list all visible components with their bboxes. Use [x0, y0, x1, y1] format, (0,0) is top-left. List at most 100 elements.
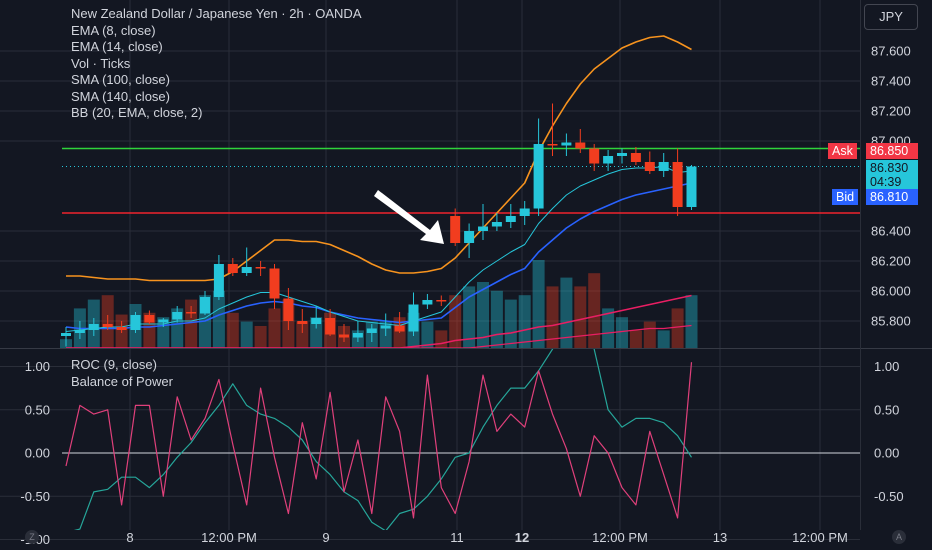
candle-body-45 — [686, 166, 697, 207]
volume-bar-29 — [463, 286, 476, 348]
volume-bar-36 — [560, 277, 573, 348]
lower-legend: ROC (9, close) Balance of Power — [71, 357, 173, 390]
candle-body-24 — [394, 325, 405, 332]
volume-bar-41 — [629, 330, 642, 348]
candle-body-15 — [269, 268, 280, 299]
volume-bar-35 — [546, 286, 559, 348]
legend-volume[interactable]: Vol · Ticks — [71, 55, 131, 71]
time-tick-label-0: 8 — [126, 530, 133, 545]
candle-body-12 — [227, 264, 238, 273]
candle-body-2 — [88, 324, 99, 330]
timezone-button[interactable]: Z — [25, 530, 39, 544]
arrow-annotation — [374, 190, 444, 244]
volume-bar-44 — [671, 308, 684, 348]
volume-bar-15 — [268, 308, 281, 348]
candle-body-25 — [408, 304, 419, 332]
candle-body-9 — [186, 312, 197, 314]
candle-body-17 — [297, 321, 308, 324]
volume-bar-34 — [532, 260, 545, 348]
lower-left-tick-0: 1.00 — [25, 359, 50, 374]
auto-scale-button[interactable]: A — [892, 530, 906, 544]
candle-body-26 — [422, 300, 433, 305]
lower-left-tick-2: 0.00 — [25, 446, 50, 461]
ask-label: Ask — [828, 143, 857, 159]
candle-body-21 — [352, 333, 363, 338]
candle-body-35 — [547, 144, 558, 146]
time-tick-label-6: 13 — [713, 530, 727, 545]
candle-body-30 — [478, 226, 488, 231]
candle-body-4 — [116, 327, 127, 330]
candle-body-32 — [505, 216, 516, 222]
candle-body-11 — [213, 264, 224, 297]
time-tick-label-3: 11 — [450, 530, 464, 545]
candle-body-31 — [491, 222, 502, 227]
volume-bar-45 — [685, 295, 698, 348]
legend-sma100[interactable]: SMA (100, close) — [71, 72, 170, 87]
candle-body-44 — [672, 162, 683, 207]
legend-bop[interactable]: Balance of Power — [71, 373, 173, 389]
ema8-line — [65, 166, 692, 332]
bop-line — [65, 362, 693, 519]
candle-body-22 — [366, 328, 377, 333]
candle-body-20 — [339, 334, 349, 338]
volume-bar-27 — [435, 330, 448, 348]
candle-body-18 — [311, 318, 322, 324]
lower-left-tick-3: -0.50 — [20, 489, 50, 504]
volume-bar-17 — [296, 321, 309, 348]
candle-body-43 — [658, 162, 669, 171]
price-tick-label-2: 87.200 — [871, 104, 911, 119]
legend-ema8[interactable]: EMA (8, close) — [71, 22, 156, 38]
volume-bar-31 — [490, 290, 503, 348]
main-legend: New Zealand Dollar / Japanese Yen · 2h ·… — [71, 6, 362, 122]
volume-bar-39 — [602, 308, 615, 348]
candle-body-7 — [158, 319, 169, 323]
legend-bb[interactable]: BB (20, EMA, close, 2) — [71, 105, 203, 120]
candle-body-1 — [74, 330, 85, 333]
bid-price-tag: 86.810 — [866, 189, 918, 205]
candle-body-23 — [380, 325, 391, 329]
candle-body-42 — [644, 162, 655, 171]
candle-body-40 — [617, 153, 627, 156]
time-tick-label-5: 12:00 PM — [592, 530, 648, 545]
legend-sma140[interactable]: SMA (140, close) — [71, 88, 170, 104]
price-tick-label-0: 87.600 — [871, 44, 911, 59]
symbol-title[interactable]: New Zealand Dollar / Japanese Yen · 2h ·… — [71, 6, 362, 21]
lower-right-tick-3: -0.50 — [874, 489, 904, 504]
currency-button[interactable]: JPY — [864, 4, 918, 30]
candle-body-27 — [436, 300, 447, 302]
sma100-line — [66, 294, 692, 348]
time-tick-label-1: 12:00 PM — [201, 530, 257, 545]
price-tick-label-7: 85.800 — [871, 314, 911, 329]
candle-body-0 — [61, 333, 71, 336]
candle-body-3 — [102, 324, 113, 327]
ask-price-tag: 86.850 — [866, 143, 918, 159]
candle-body-6 — [144, 315, 155, 323]
candle-body-5 — [130, 315, 141, 330]
price-pane — [60, 35, 860, 348]
countdown-tag: 04:39 — [866, 174, 918, 190]
ema14-line — [65, 182, 692, 330]
volume-bar-38 — [588, 273, 601, 348]
last-price-tag: 86.830 — [866, 160, 918, 176]
candle-body-38 — [589, 148, 600, 164]
volume-bar-9 — [185, 299, 198, 348]
volume-bar-14 — [254, 326, 267, 348]
volume-bar-26 — [421, 321, 434, 348]
legend-ema14[interactable]: EMA (14, close) — [71, 39, 163, 54]
volume-bar-42 — [643, 321, 656, 348]
bb-upper-line — [66, 35, 692, 282]
time-tick-label-4: 12 — [515, 530, 529, 545]
candle-body-34 — [533, 144, 544, 209]
volume-bar-40 — [616, 317, 628, 348]
price-tick-label-6: 86.000 — [871, 284, 911, 299]
volume-bar-33 — [518, 295, 531, 348]
lower-pane — [62, 349, 860, 530]
lower-right-tick-1: 0.50 — [874, 402, 899, 417]
bid-label: Bid — [832, 189, 859, 205]
volume-bar-11 — [212, 290, 225, 348]
volume-bar-18 — [310, 317, 323, 348]
legend-roc[interactable]: ROC (9, close) — [71, 357, 157, 372]
volume-bar-13 — [240, 321, 253, 348]
candle-body-33 — [519, 208, 530, 216]
